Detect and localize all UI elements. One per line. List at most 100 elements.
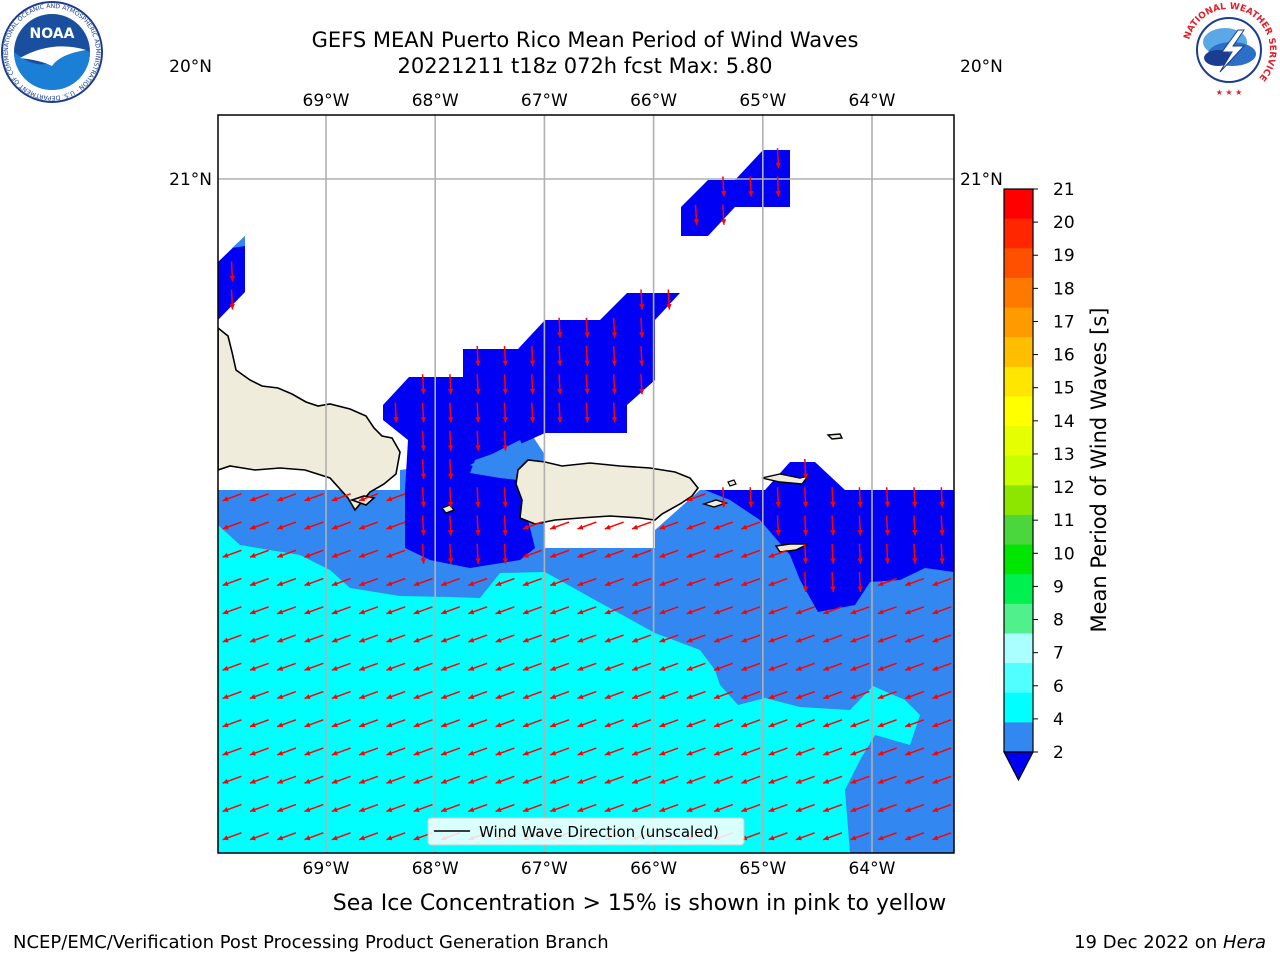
wind-wave-arrow	[557, 345, 563, 367]
wind-wave-arrow	[822, 832, 843, 841]
wind-wave-arrow	[822, 690, 843, 700]
wind-wave-arrow	[440, 577, 461, 587]
wind-wave-arrow	[741, 803, 761, 813]
wind-wave-arrow	[386, 747, 406, 756]
lat-label-right: 21°N	[960, 170, 1003, 190]
wind-wave-arrow	[358, 747, 379, 756]
wind-wave-arrow	[386, 832, 406, 841]
wind-wave-arrow	[604, 719, 624, 728]
wind-wave-arrow	[229, 289, 235, 310]
wind-wave-arrow	[713, 549, 734, 558]
wind-wave-arrow	[604, 747, 624, 756]
wind-wave-arrow	[549, 690, 570, 700]
wind-wave-arrow	[639, 317, 645, 338]
wind-wave-arrow	[249, 803, 269, 813]
colorbar-swatch	[1004, 633, 1033, 664]
wind-wave-arrow	[420, 487, 426, 508]
map-subtitle: 20221211 t18z 072h fcst Max: 5.80	[397, 54, 773, 78]
wind-wave-arrow	[502, 430, 508, 451]
wind-wave-arrow	[768, 577, 788, 587]
wind-wave-arrow	[304, 719, 324, 728]
wind-wave-arrow	[857, 543, 863, 564]
wind-wave-arrow	[331, 803, 351, 813]
colorbar-tick-label: 16	[1053, 346, 1075, 366]
wind-wave-arrow	[604, 690, 624, 700]
wind-wave-arrow	[639, 345, 645, 367]
wind-wave-arrow	[413, 577, 433, 587]
wind-wave-arrow	[577, 549, 597, 558]
wind-wave-arrow	[604, 577, 624, 587]
wind-wave-arrow	[413, 719, 433, 728]
wind-wave-arrow	[686, 747, 706, 756]
wind-wave-arrow	[413, 690, 433, 700]
wind-wave-arrow	[659, 747, 679, 756]
wind-wave-arrow	[222, 606, 242, 615]
lat-label-left: 21°N	[169, 170, 212, 190]
wind-wave-arrow	[358, 577, 379, 587]
legend-label: Wind Wave Direction (unscaled)	[479, 823, 719, 841]
lon-label-bottom: 67°W	[521, 859, 568, 879]
wind-wave-arrow	[249, 634, 269, 643]
wind-wave-arrow	[249, 690, 269, 700]
lon-label-top: 67°W	[521, 91, 568, 111]
wind-wave-arrow	[775, 515, 781, 536]
wind-wave-arrow	[577, 719, 597, 728]
wind-wave-arrow	[557, 402, 563, 423]
wind-wave-arrow	[822, 803, 843, 813]
wind-wave-arrow	[741, 719, 761, 728]
wind-wave-arrow	[331, 690, 351, 700]
wind-wave-arrow	[877, 719, 897, 728]
wind-wave-arrow	[795, 606, 815, 615]
wind-wave-arrow	[584, 317, 590, 338]
wind-wave-arrow	[549, 549, 570, 558]
wind-wave-arrow	[413, 803, 433, 813]
colorbar-tick-label: 19	[1053, 246, 1075, 266]
wind-wave-arrow	[276, 521, 297, 530]
wind-wave-arrow	[393, 402, 399, 423]
lon-label-bottom: 65°W	[739, 859, 786, 879]
wind-wave-arrow	[358, 662, 379, 671]
wind-wave-arrow	[386, 634, 406, 643]
colorbar-swatch	[1004, 663, 1033, 694]
wind-wave-arrow	[877, 690, 897, 700]
wind-wave-arrow	[584, 345, 590, 367]
colorbar-swatch	[1004, 366, 1033, 397]
wind-wave-arrow	[604, 606, 624, 615]
wind-wave-arrow	[468, 662, 488, 671]
wind-wave-arrow	[222, 803, 242, 813]
colorbar-tick-label: 7	[1053, 644, 1064, 664]
wind-wave-arrow	[358, 803, 379, 813]
wind-wave-arrow	[331, 775, 351, 784]
colorbar-tick-label: 2	[1053, 743, 1064, 763]
wind-wave-arrow	[468, 690, 488, 700]
wind-wave-arrow	[877, 634, 897, 643]
wind-wave-arrow	[768, 549, 788, 558]
wind-wave-arrow	[522, 690, 542, 700]
colorbar-swatch	[1004, 307, 1033, 338]
wind-wave-arrow	[795, 775, 815, 784]
colorbar: 21 20 19 18 17 16 15 14 13 12 11 10 9 8 7 6 4 2	[1003, 180, 1075, 782]
wind-wave-arrow	[386, 719, 406, 728]
colorbar-swatch	[1004, 485, 1033, 516]
wind-wave-arrow	[850, 747, 870, 756]
wind-wave-arrow	[549, 719, 570, 728]
wind-wave-arrow	[768, 690, 788, 700]
lat-label-left: 20°N	[169, 57, 212, 77]
wind-wave-arrow	[631, 747, 652, 756]
wind-wave-arrow	[802, 515, 809, 536]
wind-wave-arrow	[822, 606, 843, 615]
wind-wave-arrow	[495, 719, 515, 728]
wind-wave-arrow	[522, 577, 542, 587]
st-croix	[774, 543, 809, 553]
wind-wave-arrow	[440, 747, 461, 756]
wind-wave-arrow	[659, 690, 679, 700]
wind-wave-arrow	[249, 775, 269, 784]
wind-wave-arrow	[549, 521, 570, 530]
wind-wave-arrow	[830, 543, 836, 564]
wind-wave-arrow	[659, 521, 679, 530]
wind-wave-arrow	[495, 690, 515, 700]
wind-wave-arrow	[304, 634, 324, 643]
footer-date-prefix: 19 Dec 2022 on	[1074, 932, 1223, 953]
wind-wave-arrow	[413, 662, 433, 671]
wind-wave-arrow	[611, 402, 618, 423]
